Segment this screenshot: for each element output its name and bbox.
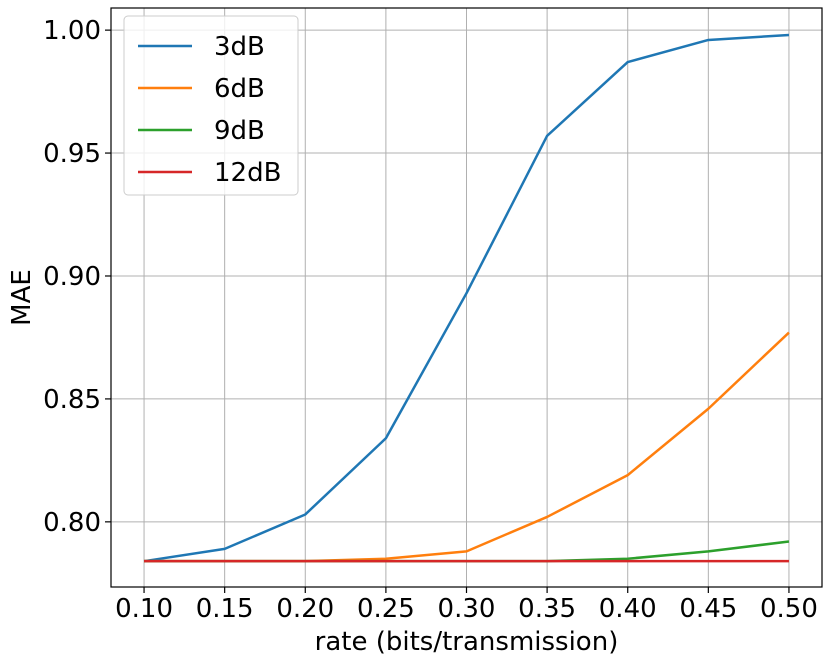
legend-label: 3dB xyxy=(214,32,265,62)
x-tick-label: 0.15 xyxy=(196,594,254,624)
x-tick-label: 0.10 xyxy=(115,594,173,624)
y-tick-label: 1.00 xyxy=(43,16,101,46)
y-tick-label: 0.95 xyxy=(43,139,101,169)
y-tick-label: 0.80 xyxy=(43,508,101,538)
y-axis-title: MAE xyxy=(7,269,37,326)
legend-box xyxy=(123,15,299,196)
legend-label: 6dB xyxy=(214,74,265,104)
x-tick-label: 0.35 xyxy=(518,594,576,624)
x-tick-label: 0.20 xyxy=(276,594,334,624)
x-axis-title: rate (bits/transmission) xyxy=(315,627,619,657)
legend-label: 12dB xyxy=(214,158,281,188)
grid xyxy=(111,8,822,587)
series-line-3dB xyxy=(143,33,790,563)
y-axis-ticks: 0.80 0.85 0.90 0.95 1.00 xyxy=(43,16,111,538)
x-tick-label: 0.50 xyxy=(760,594,818,624)
x-tick-label: 0.30 xyxy=(438,594,496,624)
series-lines xyxy=(143,33,790,563)
legend-label: 9dB xyxy=(214,116,265,146)
y-tick-label: 0.90 xyxy=(43,262,101,292)
x-tick-label: 0.40 xyxy=(599,594,657,624)
y-tick-label: 0.85 xyxy=(43,385,101,415)
legend: 3dB 6dB 9dB 12dB xyxy=(123,15,299,196)
x-axis-ticks: 0.10 0.15 0.20 0.25 0.30 0.35 0.40 0.45 0.50 xyxy=(115,587,818,624)
x-tick-label: 0.25 xyxy=(357,594,415,624)
x-tick-label: 0.45 xyxy=(679,594,737,624)
